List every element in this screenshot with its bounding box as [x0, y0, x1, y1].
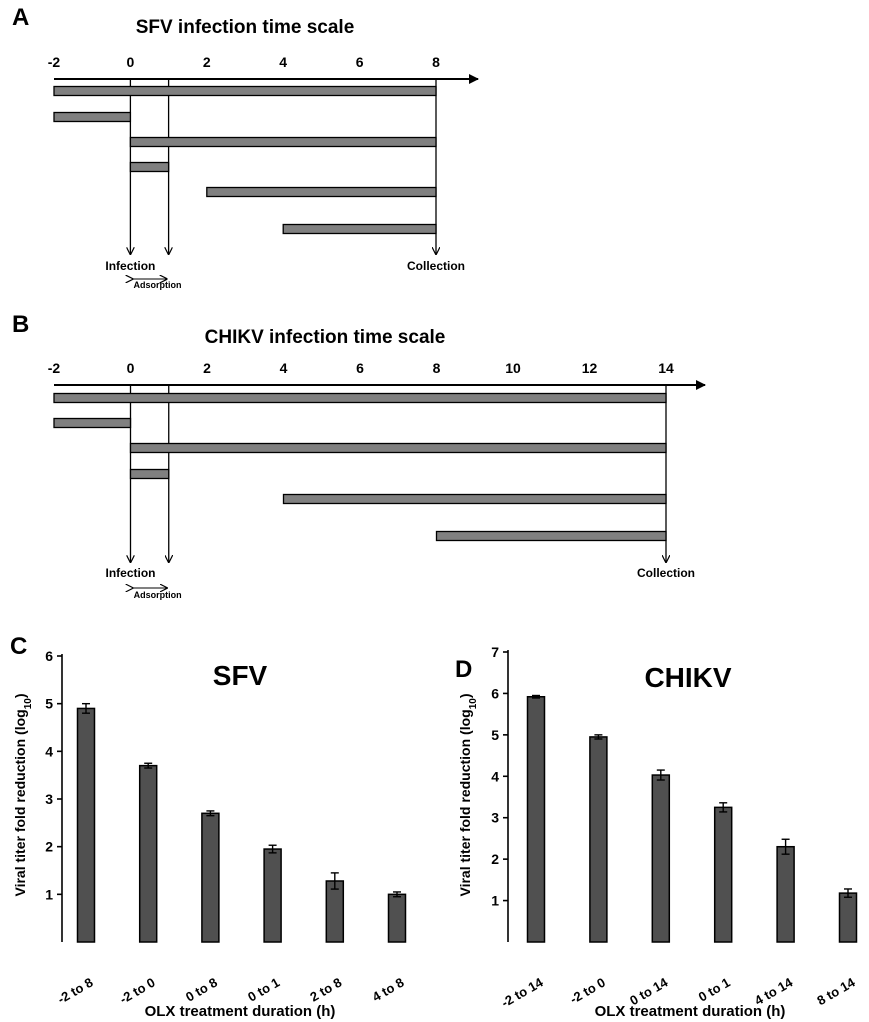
- chart-c-bars: [76, 707, 407, 943]
- treatment-interval-bar: [435, 530, 667, 542]
- treatment-interval-bar: [53, 111, 132, 123]
- treatment-interval-bar: [129, 136, 437, 148]
- time-tick-label: 0: [127, 360, 135, 376]
- bar: [138, 764, 158, 943]
- panel-a-infection-label: Infection: [105, 259, 155, 273]
- panel-b-lines: [54, 380, 706, 588]
- treatment-interval-bar: [129, 161, 170, 173]
- bar: [589, 736, 608, 943]
- panel-b-collection-label: Collection: [637, 566, 695, 580]
- bar: [651, 774, 671, 943]
- time-tick-label: 2: [203, 360, 211, 376]
- bar: [201, 812, 220, 943]
- y-tick-label: 7: [491, 644, 499, 660]
- category-label: 2 to 8: [307, 975, 344, 1005]
- chart-d-title: CHIKV: [644, 662, 731, 693]
- chart-d-xlabel: OLX treatment duration (h): [595, 1003, 786, 1020]
- category-label: -2 to 0: [567, 975, 608, 1007]
- panel-b-bars: [53, 392, 667, 542]
- chart-d-error-bars: [532, 694, 852, 898]
- panel-b-adsorption-label: Adsorption: [134, 590, 182, 600]
- category-label: -2 to 14: [499, 974, 547, 1010]
- panel-c-letter: C: [10, 633, 27, 660]
- y-tick-label: 3: [45, 791, 53, 807]
- y-tick-label: 6: [45, 648, 53, 664]
- category-label: 0 to 1: [696, 975, 733, 1005]
- panel-b-letter: B: [12, 311, 29, 338]
- panel-d-letter: D: [455, 656, 472, 683]
- panel-a-collection-label: Collection: [407, 259, 465, 273]
- y-tick-label: 1: [491, 893, 499, 909]
- time-tick-label: 4: [279, 54, 287, 70]
- chart-d-bars: [526, 695, 858, 943]
- panel-c-chart: C SFV Viral titer fold reduction (log10)…: [10, 633, 407, 1020]
- treatment-interval-bar: [53, 417, 132, 429]
- y-tick-label: 4: [45, 743, 53, 759]
- chart-c-xlabel: OLX treatment duration (h): [145, 1003, 336, 1020]
- bar: [325, 880, 345, 943]
- bar: [387, 893, 407, 943]
- treatment-interval-bar: [53, 85, 437, 97]
- y-tick-label: 6: [491, 685, 499, 701]
- category-label: 0 to 8: [183, 975, 220, 1005]
- category-label: 0 to 1: [245, 975, 282, 1005]
- time-tick-label: 0: [127, 54, 135, 70]
- panel-a-timeline: A SFV infection time scale -2 0 2 4 6 8 Infec…: [12, 4, 479, 290]
- bar: [263, 848, 282, 943]
- chart-c-title: SFV: [213, 660, 268, 691]
- category-label: -2 to 0: [117, 975, 158, 1007]
- treatment-interval-bar: [53, 392, 667, 404]
- time-tick-label: 4: [280, 360, 288, 376]
- panel-a-lines: [54, 74, 479, 279]
- category-label: -2 to 8: [55, 975, 96, 1007]
- time-tick-label: 12: [582, 360, 598, 376]
- bar: [776, 845, 795, 943]
- y-tick-label: 2: [491, 851, 499, 867]
- time-tick-label: 14: [658, 360, 674, 376]
- panel-b-timeline: B CHIKV infection time scale -2 0 2 4 6 8 10 12…: [12, 311, 706, 600]
- bar: [526, 695, 546, 943]
- time-tick-label: -2: [48, 360, 61, 376]
- y-tick-label: 5: [491, 727, 499, 743]
- panel-b-infection-label: Infection: [106, 566, 156, 580]
- panel-a-bars: [53, 85, 437, 235]
- panel-a-adsorption-label: Adsorption: [134, 280, 182, 290]
- panel-a-title: SFV infection time scale: [136, 17, 355, 38]
- panel-a-ticks: -2 0 2 4 6 8: [48, 54, 440, 70]
- category-label: 8 to 14: [814, 974, 858, 1008]
- category-label: 4 to 8: [370, 975, 407, 1005]
- time-tick-label: -2: [48, 54, 61, 70]
- y-tick-label: 4: [491, 768, 499, 784]
- y-tick-label: 2: [45, 839, 53, 855]
- panel-d-chart: D CHIKV Viral titer fold reduction (log1…: [455, 644, 858, 1020]
- panel-b-title: CHIKV infection time scale: [205, 327, 446, 348]
- chart-c-y-ticks: 1 2 3 4 5 6: [45, 648, 62, 902]
- treatment-interval-bar: [129, 468, 170, 480]
- treatment-interval-bar: [129, 442, 667, 454]
- y-tick-label: 1: [45, 886, 53, 902]
- time-tick-label: 10: [505, 360, 521, 376]
- bar: [76, 707, 96, 943]
- bar: [838, 892, 858, 943]
- time-tick-label: 6: [356, 54, 364, 70]
- panel-a-letter: A: [12, 4, 29, 31]
- time-tick-label: 8: [433, 360, 441, 376]
- bar: [713, 806, 733, 943]
- y-tick-label: 3: [491, 810, 499, 826]
- treatment-interval-bar: [282, 493, 667, 505]
- treatment-interval-bar: [282, 223, 437, 235]
- y-tick-label: 5: [45, 696, 53, 712]
- chart-c-error-bars: [82, 702, 401, 898]
- chart-c-category-labels: -2 to 8 -2 to 0 0 to 8 0 to 1 2 to 8 4 to 8: [55, 975, 407, 1007]
- time-tick-label: 6: [356, 360, 364, 376]
- chart-c-ylabel: Viral titer fold reduction (log10): [12, 694, 34, 897]
- time-tick-label: 2: [203, 54, 211, 70]
- chart-d-y-ticks: 1 2 3 4 5 6 7: [491, 644, 508, 909]
- chart-d-ylabel: Viral titer fold reduction (log10): [457, 694, 479, 897]
- time-tick-label: 8: [432, 54, 440, 70]
- treatment-interval-bar: [206, 186, 437, 198]
- panel-b-ticks: -2 0 2 4 6 8 10 12 14: [48, 360, 674, 376]
